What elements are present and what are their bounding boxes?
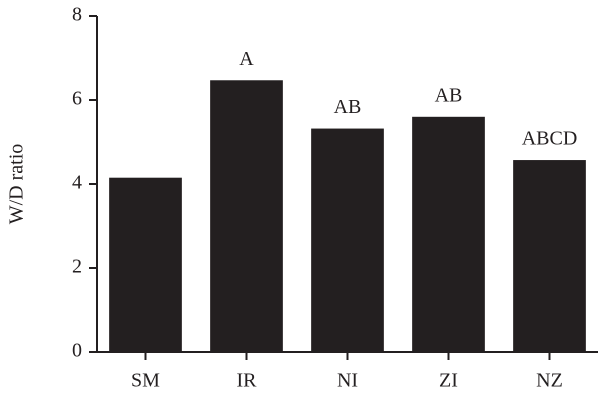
y-axis-label: W/D ratio: [6, 144, 28, 225]
y-tick-label: 0: [72, 340, 82, 362]
y-tick-label: 4: [72, 172, 82, 194]
annotation: A: [239, 48, 254, 70]
x-tick-label: SM: [131, 370, 160, 392]
x-tick-label: NI: [337, 370, 358, 392]
bar: [109, 177, 182, 352]
annotation: AB: [435, 84, 463, 106]
y-tick-label: 8: [72, 4, 82, 26]
annotation: ABCD: [522, 128, 578, 150]
y-tick-label: 2: [72, 256, 82, 278]
bar: [513, 160, 586, 352]
bar: [311, 128, 384, 352]
bar: [412, 116, 485, 352]
x-tick-label: IR: [237, 370, 258, 392]
bar: [210, 80, 283, 352]
y-tick-label: 6: [72, 88, 82, 110]
x-tick-label: ZI: [439, 370, 458, 392]
annotation: AB: [334, 96, 362, 118]
x-tick-label: NZ: [536, 370, 563, 392]
